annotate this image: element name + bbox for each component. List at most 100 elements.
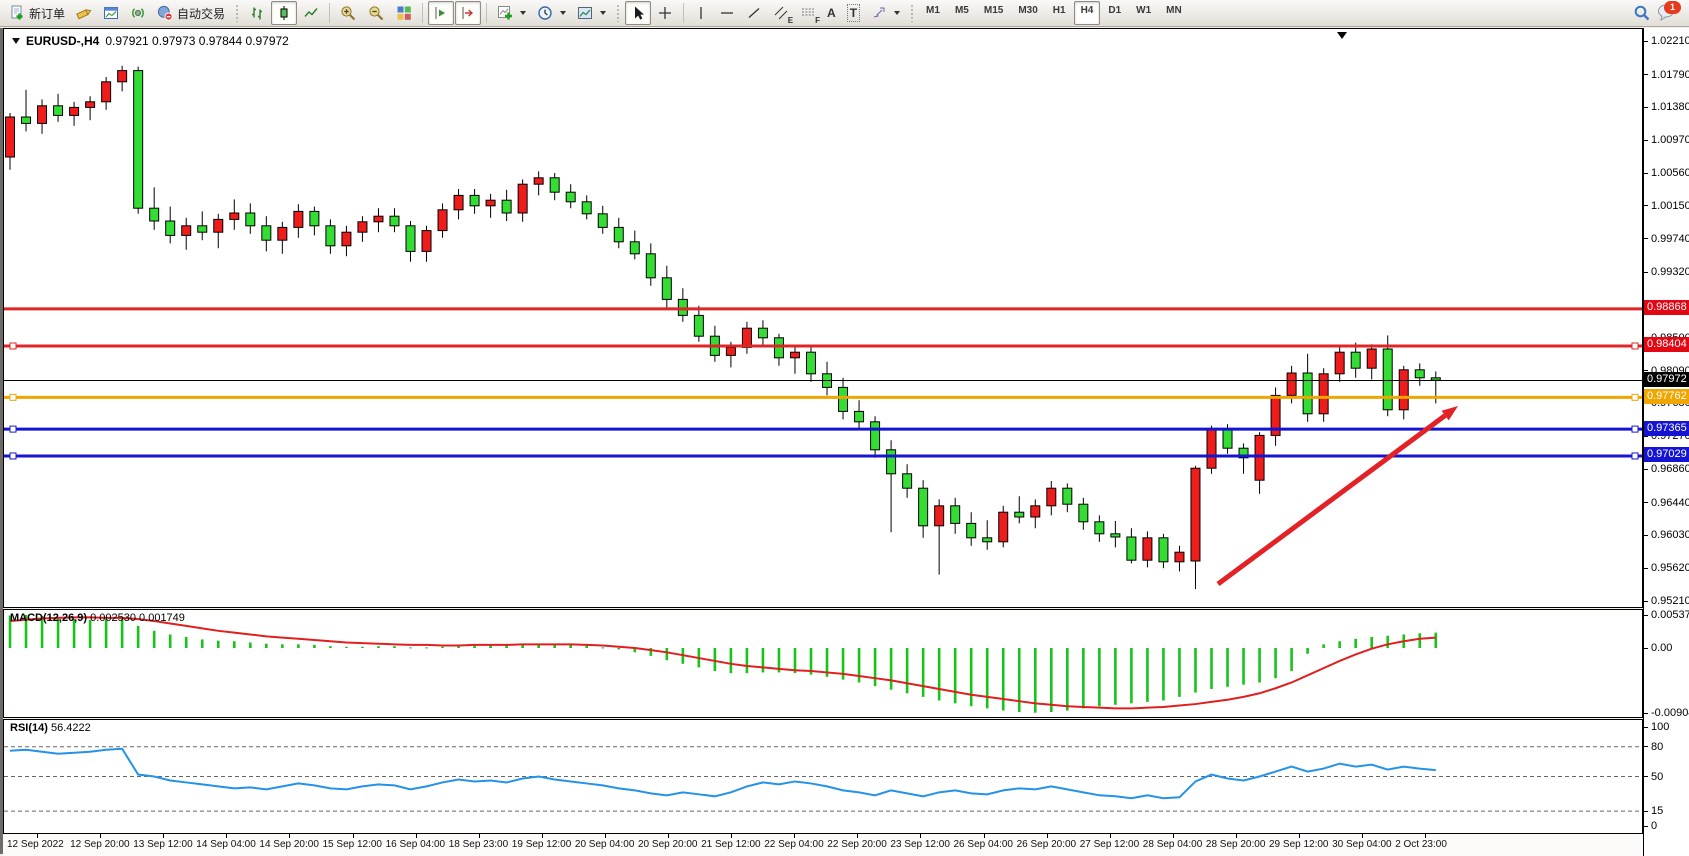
chart-shift-button[interactable] bbox=[455, 1, 482, 25]
autotrading-button[interactable]: 自动交易 bbox=[152, 1, 230, 25]
line-handle[interactable] bbox=[9, 393, 17, 401]
crosshair-icon bbox=[659, 7, 672, 19]
price-tick-label: 1.01790 bbox=[1644, 68, 1689, 82]
macd-histogram-bar bbox=[489, 644, 492, 648]
templates-button[interactable] bbox=[572, 1, 611, 25]
price-chart-canvas[interactable] bbox=[4, 29, 1642, 607]
macd-histogram-bar bbox=[665, 648, 669, 661]
macd-histogram-bar bbox=[1418, 633, 1422, 648]
line-handle[interactable] bbox=[9, 425, 17, 433]
time-tick bbox=[1109, 834, 1111, 838]
rsi-tick-label: 50 bbox=[1644, 770, 1663, 784]
line-chart-button[interactable] bbox=[298, 1, 324, 25]
price-axis[interactable]: 1.02210 1.01790 1.01380 1.00970 1.00560 1.001… bbox=[1643, 28, 1689, 856]
macd-histogram-bar bbox=[136, 625, 140, 648]
timeframe-h4[interactable]: H4 bbox=[1073, 1, 1101, 25]
vertical-line-tool[interactable] bbox=[689, 1, 713, 25]
candle-body bbox=[1158, 537, 1169, 563]
line-handle[interactable] bbox=[9, 452, 17, 460]
zoom-in-button[interactable] bbox=[335, 1, 362, 25]
macd-histogram-bar bbox=[1114, 648, 1117, 705]
tile-windows-button[interactable] bbox=[391, 1, 417, 25]
candle-body bbox=[373, 215, 384, 223]
trend-arrow-line[interactable] bbox=[1216, 413, 1447, 587]
macd-histogram-bar bbox=[297, 644, 300, 648]
search-icon[interactable] bbox=[1633, 4, 1651, 22]
trend-arrow-head[interactable] bbox=[1441, 406, 1458, 421]
price-tick-label: 0.96440 bbox=[1644, 496, 1689, 510]
notifications-button[interactable]: 1 bbox=[1657, 1, 1681, 23]
cursor-button[interactable] bbox=[625, 1, 652, 25]
macd-histogram-bar bbox=[88, 619, 92, 648]
macd-histogram-bar bbox=[1322, 644, 1325, 648]
candle-body bbox=[886, 449, 897, 475]
time-tick bbox=[1425, 834, 1427, 838]
bar-chart-button[interactable] bbox=[244, 1, 270, 25]
equidistant-channel-tool[interactable]: E bbox=[768, 1, 794, 25]
macd-histogram-bar bbox=[841, 648, 845, 680]
macd-histogram-bar bbox=[889, 648, 893, 690]
line-handle[interactable] bbox=[1631, 425, 1639, 433]
time-tick-label: 13 Sep 12:00 bbox=[133, 839, 193, 850]
macd-histogram-bar bbox=[1210, 648, 1213, 689]
market-watch-button[interactable] bbox=[98, 1, 124, 25]
timeframe-mn[interactable]: MN bbox=[1166, 5, 1182, 16]
fibonacci-tool[interactable]: F bbox=[795, 1, 821, 25]
timeframe-group: M1 M5 M15 M30 H1 H4 D1 W1 MN bbox=[919, 0, 1189, 26]
rsi-canvas[interactable] bbox=[4, 720, 1642, 833]
chart-window-icon bbox=[104, 7, 119, 19]
time-tick bbox=[1046, 834, 1048, 838]
price-tick-label: 0.99320 bbox=[1644, 265, 1689, 279]
candle-body bbox=[1110, 533, 1121, 538]
macd-histogram-bar bbox=[40, 616, 44, 648]
new-order-button[interactable]: 新订单 bbox=[4, 1, 70, 25]
symbol-dropdown-icon[interactable] bbox=[12, 38, 20, 44]
crayon-tool-button[interactable] bbox=[71, 1, 97, 25]
time-tick-label: 12 Sep 2022 bbox=[7, 839, 64, 850]
timeframe-w1[interactable]: W1 bbox=[1136, 5, 1152, 16]
text-tool[interactable]: A bbox=[822, 1, 841, 25]
vertical-line-icon bbox=[700, 7, 702, 19]
horizontal-line-tool[interactable] bbox=[714, 1, 740, 25]
macd-histogram-bar bbox=[1098, 648, 1101, 707]
macd-histogram-bar bbox=[1226, 648, 1229, 687]
time-tick-label: 16 Sep 04:00 bbox=[385, 839, 446, 850]
indicators-button[interactable] bbox=[492, 1, 531, 25]
trendline-tool[interactable] bbox=[741, 1, 767, 25]
candle-body bbox=[645, 253, 656, 279]
macd-histogram-bar bbox=[1434, 632, 1438, 648]
line-handle[interactable] bbox=[9, 342, 17, 350]
candle-body bbox=[1030, 505, 1041, 518]
line-handle[interactable] bbox=[1631, 342, 1639, 350]
macd-canvas[interactable] bbox=[4, 610, 1642, 717]
time-axis[interactable]: 12 Sep 2022 12 Sep 20:00 13 Sep 12:00 14 Se… bbox=[3, 834, 1643, 856]
time-tick bbox=[352, 834, 354, 838]
timeframe-m15[interactable]: M15 bbox=[983, 5, 1004, 16]
macd-histogram-bar bbox=[793, 648, 797, 674]
candle-body bbox=[918, 487, 929, 527]
crosshair-button[interactable] bbox=[652, 1, 678, 25]
fibonacci-icon bbox=[802, 8, 815, 16]
line-handle[interactable] bbox=[1631, 393, 1639, 401]
signals-button[interactable] bbox=[125, 1, 151, 25]
timeframe-d1[interactable]: D1 bbox=[1108, 5, 1122, 16]
macd-histogram-bar bbox=[393, 646, 396, 648]
candlestick-chart-button[interactable] bbox=[271, 1, 298, 25]
price-level-badge: 0.97972 bbox=[1644, 372, 1689, 388]
macd-histogram-bar bbox=[809, 648, 813, 675]
timeframe-m1[interactable]: M1 bbox=[926, 5, 940, 16]
candle-body bbox=[325, 225, 336, 247]
timeframe-h1[interactable]: H1 bbox=[1052, 5, 1066, 16]
timeframe-m30[interactable]: M30 bbox=[1018, 5, 1038, 16]
zoom-out-button[interactable] bbox=[363, 1, 390, 25]
arrows-tool[interactable] bbox=[866, 1, 905, 25]
auto-scroll-button[interactable] bbox=[428, 1, 455, 25]
macd-histogram-bar bbox=[601, 647, 605, 649]
text-label-tool[interactable]: T bbox=[842, 1, 865, 25]
line-handle[interactable] bbox=[1631, 452, 1639, 460]
macd-histogram-bar bbox=[441, 646, 444, 648]
periods-button[interactable] bbox=[532, 1, 571, 25]
chart-shift-marker[interactable] bbox=[1337, 32, 1347, 39]
candle-body bbox=[357, 221, 368, 233]
timeframe-m5[interactable]: M5 bbox=[954, 5, 969, 16]
